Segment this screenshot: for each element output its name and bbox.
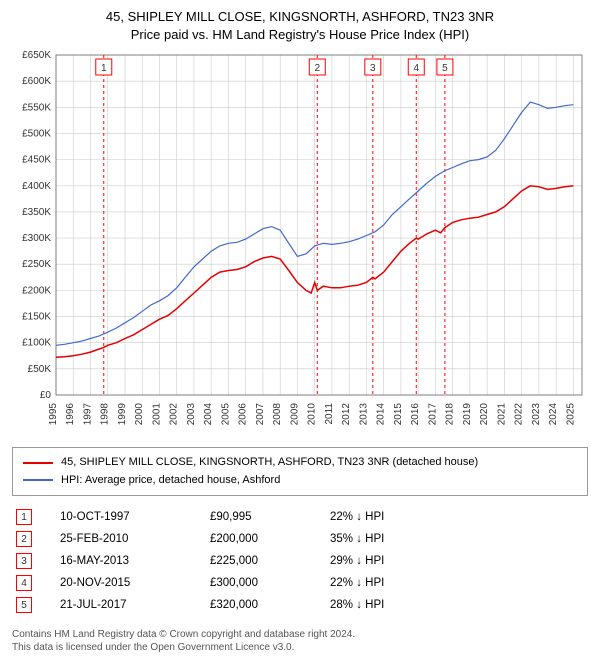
sale-date: 21-JUL-2017 (60, 599, 210, 611)
sale-price: £320,000 (210, 599, 330, 611)
svg-text:2005: 2005 (220, 403, 231, 426)
title-line-1: 45, SHIPLEY MILL CLOSE, KINGSNORTH, ASHF… (12, 8, 588, 26)
svg-text:2000: 2000 (134, 403, 145, 426)
svg-text:2002: 2002 (169, 403, 180, 426)
sale-marker-box: 4 (16, 575, 32, 591)
svg-text:£400K: £400K (22, 181, 51, 192)
svg-text:£100K: £100K (22, 338, 51, 349)
footer-line-2: This data is licensed under the Open Gov… (12, 641, 588, 654)
legend-row: 45, SHIPLEY MILL CLOSE, KINGSNORTH, ASHF… (23, 454, 577, 472)
svg-text:2022: 2022 (514, 403, 525, 426)
chart-svg: £0 £50K £100K £150K £200K £250K £300K £350K £400… (12, 49, 588, 439)
svg-text:2017: 2017 (427, 403, 438, 426)
svg-text:£500K: £500K (22, 129, 51, 140)
svg-text:3: 3 (370, 63, 376, 74)
legend-label: HPI: Average price, detached house, Ashf… (61, 472, 280, 490)
legend-swatch (23, 479, 53, 481)
sale-row: 3 16-MAY-2013£225,00029% ↓ HPI (12, 550, 588, 572)
sale-marker-box: 5 (16, 597, 32, 613)
svg-text:4: 4 (413, 63, 419, 74)
sale-delta: 22% ↓ HPI (330, 577, 430, 589)
sale-price: £200,000 (210, 533, 330, 545)
sale-delta: 28% ↓ HPI (330, 599, 430, 611)
sale-row: 5 21-JUL-2017£320,00028% ↓ HPI (12, 594, 588, 616)
svg-text:1998: 1998 (100, 403, 111, 426)
svg-text:£600K: £600K (22, 76, 51, 87)
svg-text:2004: 2004 (203, 403, 214, 426)
sale-date: 25-FEB-2010 (60, 533, 210, 545)
sale-marker-box: 2 (16, 531, 32, 547)
svg-text:1996: 1996 (65, 403, 76, 426)
svg-text:£650K: £650K (22, 50, 51, 61)
sales-table: 110-OCT-1997£90,99522% ↓ HPI225-FEB-2010… (12, 506, 588, 616)
svg-text:2015: 2015 (393, 403, 404, 426)
svg-text:2024: 2024 (548, 403, 559, 426)
svg-text:2012: 2012 (341, 403, 352, 426)
svg-text:2020: 2020 (479, 403, 490, 426)
sale-row: 2 25-FEB-2010£200,00035% ↓ HPI (12, 528, 588, 550)
svg-text:2025: 2025 (565, 403, 576, 426)
svg-text:1995: 1995 (48, 403, 59, 426)
legend-box: 45, SHIPLEY MILL CLOSE, KINGSNORTH, ASHF… (12, 447, 588, 496)
sale-delta: 29% ↓ HPI (330, 555, 430, 567)
sale-marker-box: 1 (16, 509, 32, 525)
sale-date: 10-OCT-1997 (60, 511, 210, 523)
sale-row: 1 10-OCT-1997£90,99522% ↓ HPI (12, 506, 588, 528)
title-line-2: Price paid vs. HM Land Registry's House … (12, 26, 588, 44)
price-chart: £0 £50K £100K £150K £200K £250K £300K £350K £400… (12, 49, 588, 439)
svg-text:1: 1 (101, 63, 107, 74)
sale-marker-box: 3 (16, 553, 32, 569)
svg-text:£0: £0 (40, 390, 52, 401)
sale-row: 4 20-NOV-2015£300,00022% ↓ HPI (12, 572, 588, 594)
svg-text:2016: 2016 (410, 403, 421, 426)
sale-price: £300,000 (210, 577, 330, 589)
svg-text:£350K: £350K (22, 207, 51, 218)
sale-date: 16-MAY-2013 (60, 555, 210, 567)
svg-text:2011: 2011 (324, 403, 335, 425)
svg-text:2018: 2018 (445, 403, 456, 426)
svg-text:2014: 2014 (376, 403, 387, 426)
svg-text:2021: 2021 (496, 403, 507, 426)
sale-delta: 22% ↓ HPI (330, 511, 430, 523)
svg-text:2007: 2007 (255, 403, 266, 426)
svg-text:2009: 2009 (289, 403, 300, 426)
svg-text:£50K: £50K (28, 364, 52, 375)
sale-price: £90,995 (210, 511, 330, 523)
svg-text:2013: 2013 (358, 403, 369, 426)
footer-line-1: Contains HM Land Registry data © Crown c… (12, 628, 588, 641)
svg-text:2001: 2001 (151, 403, 162, 426)
footer-attribution: Contains HM Land Registry data © Crown c… (12, 628, 588, 654)
svg-text:2010: 2010 (307, 403, 318, 426)
svg-text:2: 2 (314, 63, 320, 74)
legend-label: 45, SHIPLEY MILL CLOSE, KINGSNORTH, ASHF… (61, 454, 478, 472)
sale-date: 20-NOV-2015 (60, 577, 210, 589)
svg-text:2019: 2019 (462, 403, 473, 426)
svg-text:2023: 2023 (531, 403, 542, 426)
sale-delta: 35% ↓ HPI (330, 533, 430, 545)
svg-text:£550K: £550K (22, 102, 51, 113)
legend-swatch (23, 462, 53, 464)
svg-text:2006: 2006 (238, 403, 249, 426)
svg-text:5: 5 (442, 63, 448, 74)
sale-price: £225,000 (210, 555, 330, 567)
svg-text:£250K: £250K (22, 259, 51, 270)
svg-text:2003: 2003 (186, 403, 197, 426)
svg-text:£200K: £200K (22, 285, 51, 296)
svg-text:2008: 2008 (272, 403, 283, 426)
legend-row: HPI: Average price, detached house, Ashf… (23, 472, 577, 490)
page-container: 45, SHIPLEY MILL CLOSE, KINGSNORTH, ASHF… (0, 0, 600, 662)
svg-text:1999: 1999 (117, 403, 128, 426)
svg-text:1997: 1997 (82, 403, 93, 426)
svg-text:£450K: £450K (22, 155, 51, 166)
svg-text:£150K: £150K (22, 312, 51, 323)
title-block: 45, SHIPLEY MILL CLOSE, KINGSNORTH, ASHF… (12, 8, 588, 43)
svg-text:£300K: £300K (22, 233, 51, 244)
